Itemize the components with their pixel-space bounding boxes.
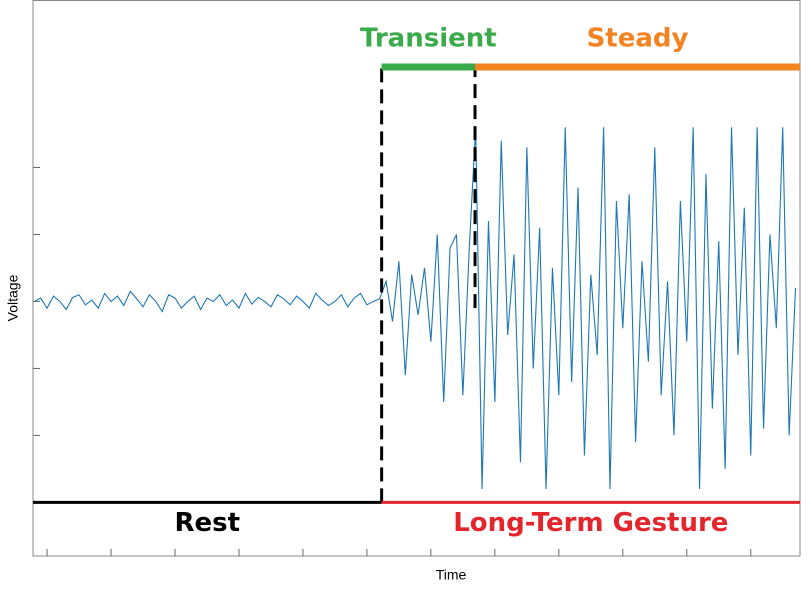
phase-label: Transient	[360, 23, 497, 53]
x-axis-label: Time	[436, 567, 467, 583]
phase-label: Steady	[587, 23, 689, 53]
y-axis-label: Voltage	[5, 274, 21, 321]
plot-frame	[32, 0, 801, 557]
signal-line	[34, 127, 797, 490]
region-label: Long-Term Gesture	[453, 508, 728, 538]
region-label: Rest	[175, 508, 241, 538]
